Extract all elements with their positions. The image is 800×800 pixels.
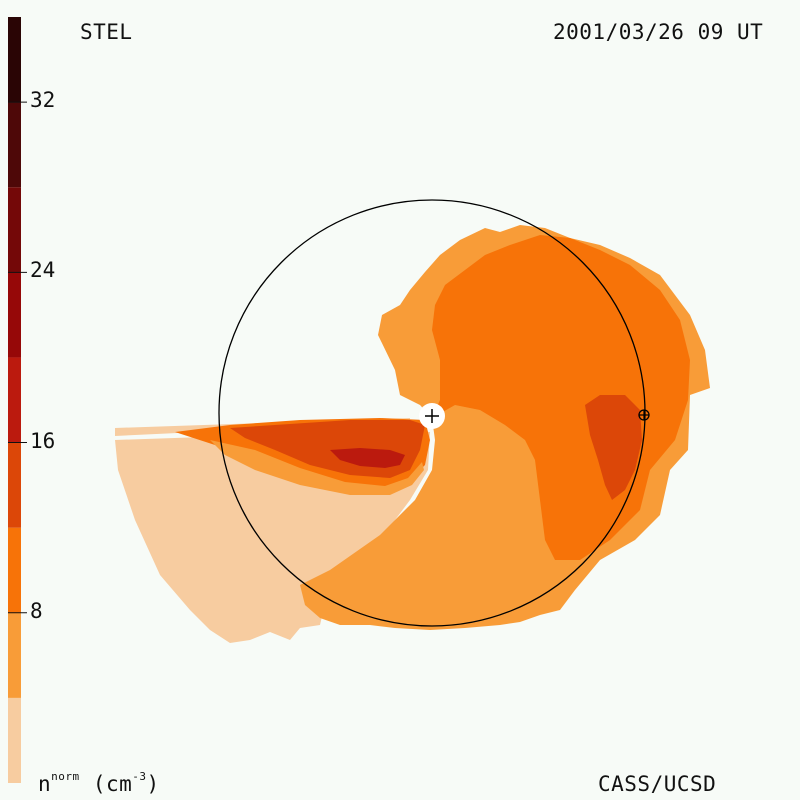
colorbar-tick-label: 16 <box>30 428 56 453</box>
unit-label: nnorm (cm-3) <box>38 770 160 796</box>
colorbar-level-7 <box>8 102 21 188</box>
colorbar-tick-label: 24 <box>30 258 56 283</box>
credit-label: CASS/UCSD <box>598 772 717 796</box>
colorbar-level-5 <box>8 272 21 358</box>
unit-close: ) <box>146 772 160 796</box>
colorbar-level-3 <box>8 442 21 528</box>
unit-base: n <box>38 772 52 796</box>
density-plot <box>115 225 710 643</box>
earth-orbit-circle <box>218 199 646 627</box>
colorbar-level-4 <box>8 357 21 443</box>
colorbar-level-1 <box>8 612 21 698</box>
earth-marker <box>638 409 650 421</box>
colorbar-level-6 <box>8 187 21 273</box>
colorbar-tick-label: 32 <box>30 88 56 113</box>
colorbar-level-2 <box>8 527 21 613</box>
colorbar-level-8 <box>8 17 21 103</box>
density-region-12-16-east <box>585 395 642 500</box>
sun-marker <box>425 409 439 423</box>
colorbar-level-0 <box>8 697 21 783</box>
colorbar-tick-label: 8 <box>30 598 43 623</box>
density-region-4-8-west <box>210 440 424 495</box>
datetime-label: 2001/03/26 09 UT <box>553 20 764 44</box>
unit-superscript: norm <box>51 770 80 783</box>
unit-paren: (cm <box>92 772 133 796</box>
density-region-16-20-west <box>330 448 405 468</box>
unit-exponent: -3 <box>132 770 147 783</box>
colorbar <box>8 17 27 783</box>
station-label: STEL <box>80 20 133 44</box>
